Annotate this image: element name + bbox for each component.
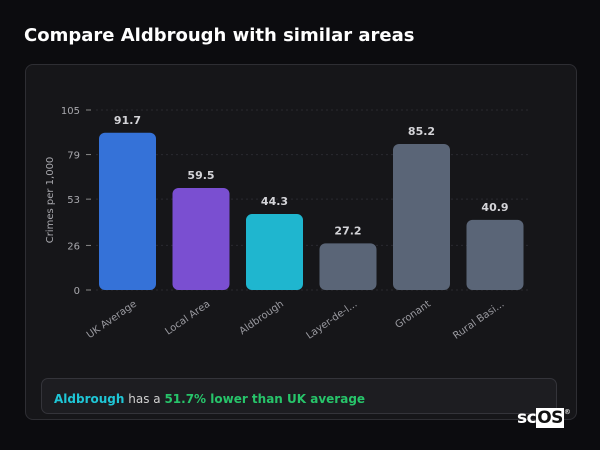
- y-axis-label: Crimes per 1,000: [45, 157, 56, 244]
- data-label: 27.2: [334, 224, 361, 237]
- data-label: 44.3: [261, 195, 288, 208]
- x-tick-label: Layer-de-l...: [305, 299, 360, 342]
- logo-registered: ®: [563, 408, 571, 416]
- y-tick-label: 26: [67, 241, 80, 252]
- x-tick-label: Gronant: [393, 299, 433, 331]
- comparison-summary: Aldbrough has a 51.7% lower than UK aver…: [41, 378, 557, 414]
- logo-os: OS: [536, 408, 564, 428]
- bar[interactable]: [246, 214, 303, 290]
- bar[interactable]: [466, 219, 524, 290]
- data-label: 91.7: [114, 114, 141, 127]
- bar[interactable]: [172, 188, 230, 290]
- summary-text: has a: [124, 392, 165, 406]
- data-label: 85.2: [408, 125, 435, 138]
- scos-logo: scOS®: [517, 408, 571, 428]
- y-tick-label: 79: [67, 151, 80, 162]
- data-label: 40.9: [481, 201, 508, 214]
- y-tick-label: 0: [74, 286, 80, 297]
- bar[interactable]: [319, 243, 377, 290]
- place-name: Aldbrough: [54, 392, 125, 406]
- y-tick-label: 53: [67, 195, 80, 206]
- x-tick-label: Aldbrough: [238, 299, 286, 337]
- comparison-value: 51.7% lower than UK average: [164, 392, 366, 406]
- x-tick-label: Local Area: [163, 299, 212, 338]
- bar[interactable]: [99, 132, 156, 290]
- data-label: 59.5: [187, 169, 214, 182]
- x-tick-label: Rural Basi...: [451, 299, 506, 342]
- y-tick-label: 105: [61, 106, 80, 117]
- bar[interactable]: [393, 143, 450, 290]
- logo-sc: sc: [517, 408, 537, 428]
- x-tick-label: UK Average: [85, 299, 139, 341]
- page-title: Compare Aldbrough with similar areas: [24, 25, 415, 46]
